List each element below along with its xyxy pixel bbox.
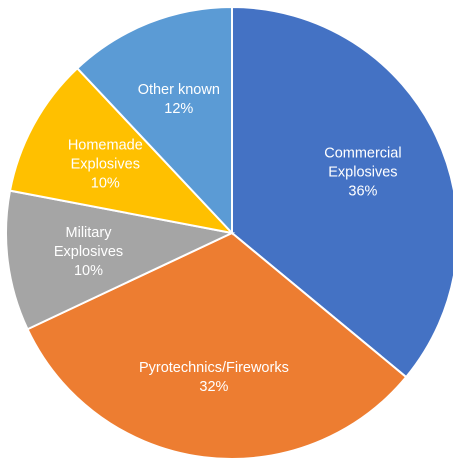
pie-category-label: Explosives — [328, 164, 397, 180]
pie-category-label: Other known — [138, 82, 220, 98]
pie-value-label: 32% — [199, 379, 228, 395]
pie-category-label: Explosives — [71, 156, 140, 172]
pie-category-label: Explosives — [54, 244, 123, 260]
pie-value-label: 10% — [74, 263, 103, 279]
pie-category-label: Pyrotechnics/Fireworks — [139, 360, 289, 376]
pie-category-label: Commercial — [324, 145, 401, 161]
pie-value-label: 10% — [91, 175, 120, 191]
pie-value-label: 12% — [164, 101, 193, 117]
pie-category-label: Military — [66, 225, 113, 241]
pie-value-label: 36% — [348, 183, 377, 199]
pie-category-label: Homemade — [68, 137, 143, 153]
